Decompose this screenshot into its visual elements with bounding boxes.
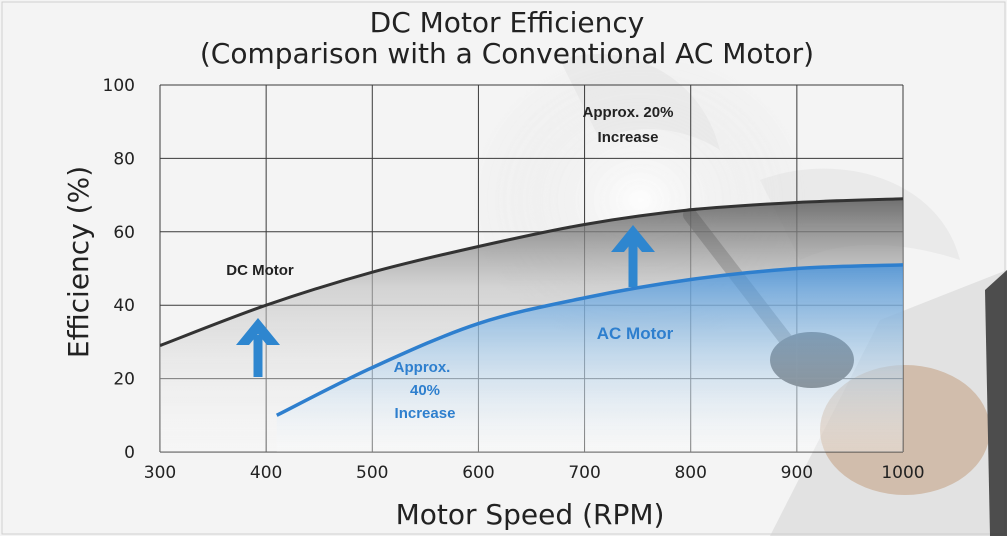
dc-motor-line bbox=[159, 197, 904, 347]
increase-40-line1: Approx. bbox=[394, 359, 451, 376]
ac-motor-area bbox=[276, 264, 903, 452]
dc-motor-label: DC Motor bbox=[226, 262, 294, 279]
y-tick-label: 0 bbox=[124, 443, 135, 463]
ac-motor-line bbox=[275, 263, 904, 417]
x-tick-label: 600 bbox=[462, 463, 494, 483]
arrow-20-increase bbox=[611, 225, 655, 287]
increase-40-line2: 40% bbox=[410, 382, 440, 399]
chart-subtitle: (Comparison with a Conventional AC Motor… bbox=[200, 37, 814, 70]
y-tick-label: 40 bbox=[113, 296, 135, 316]
y-tick-label: 100 bbox=[103, 76, 135, 96]
y-tick-label: 20 bbox=[113, 370, 135, 390]
fan-blade-1 bbox=[560, 54, 720, 150]
x-tick-label: 300 bbox=[144, 463, 176, 483]
increase-20-line1: Approx. 20% bbox=[583, 104, 674, 121]
arrow-40-head bbox=[236, 318, 280, 345]
motor-edge bbox=[985, 270, 1007, 536]
x-tick-label: 900 bbox=[781, 463, 813, 483]
x-tick-label: 400 bbox=[250, 463, 282, 483]
arrow-20-head bbox=[611, 225, 655, 252]
y-tick-label: 80 bbox=[113, 149, 135, 169]
areas bbox=[160, 198, 903, 452]
curves bbox=[159, 197, 904, 417]
x-tick-label: 1000 bbox=[881, 463, 924, 483]
increase-20-line2: Increase bbox=[598, 129, 659, 146]
x-tick-label: 500 bbox=[356, 463, 388, 483]
increase-40-line3: Increase bbox=[395, 405, 456, 422]
x-axis-label: Motor Speed (RPM) bbox=[396, 498, 665, 531]
arrow-40-increase bbox=[236, 318, 280, 377]
chart-title: DC Motor Efficiency bbox=[370, 6, 645, 39]
ac-motor-label: AC Motor bbox=[597, 324, 674, 343]
y-tick-label: 60 bbox=[113, 223, 135, 243]
x-tick-label: 700 bbox=[568, 463, 600, 483]
y-axis-label: Efficiency (%) bbox=[62, 166, 95, 358]
tick-labels: 300 400 500 600 700 800 900 1000 0 20 40 60 80 100 bbox=[103, 76, 925, 483]
x-tick-label: 800 bbox=[674, 463, 706, 483]
